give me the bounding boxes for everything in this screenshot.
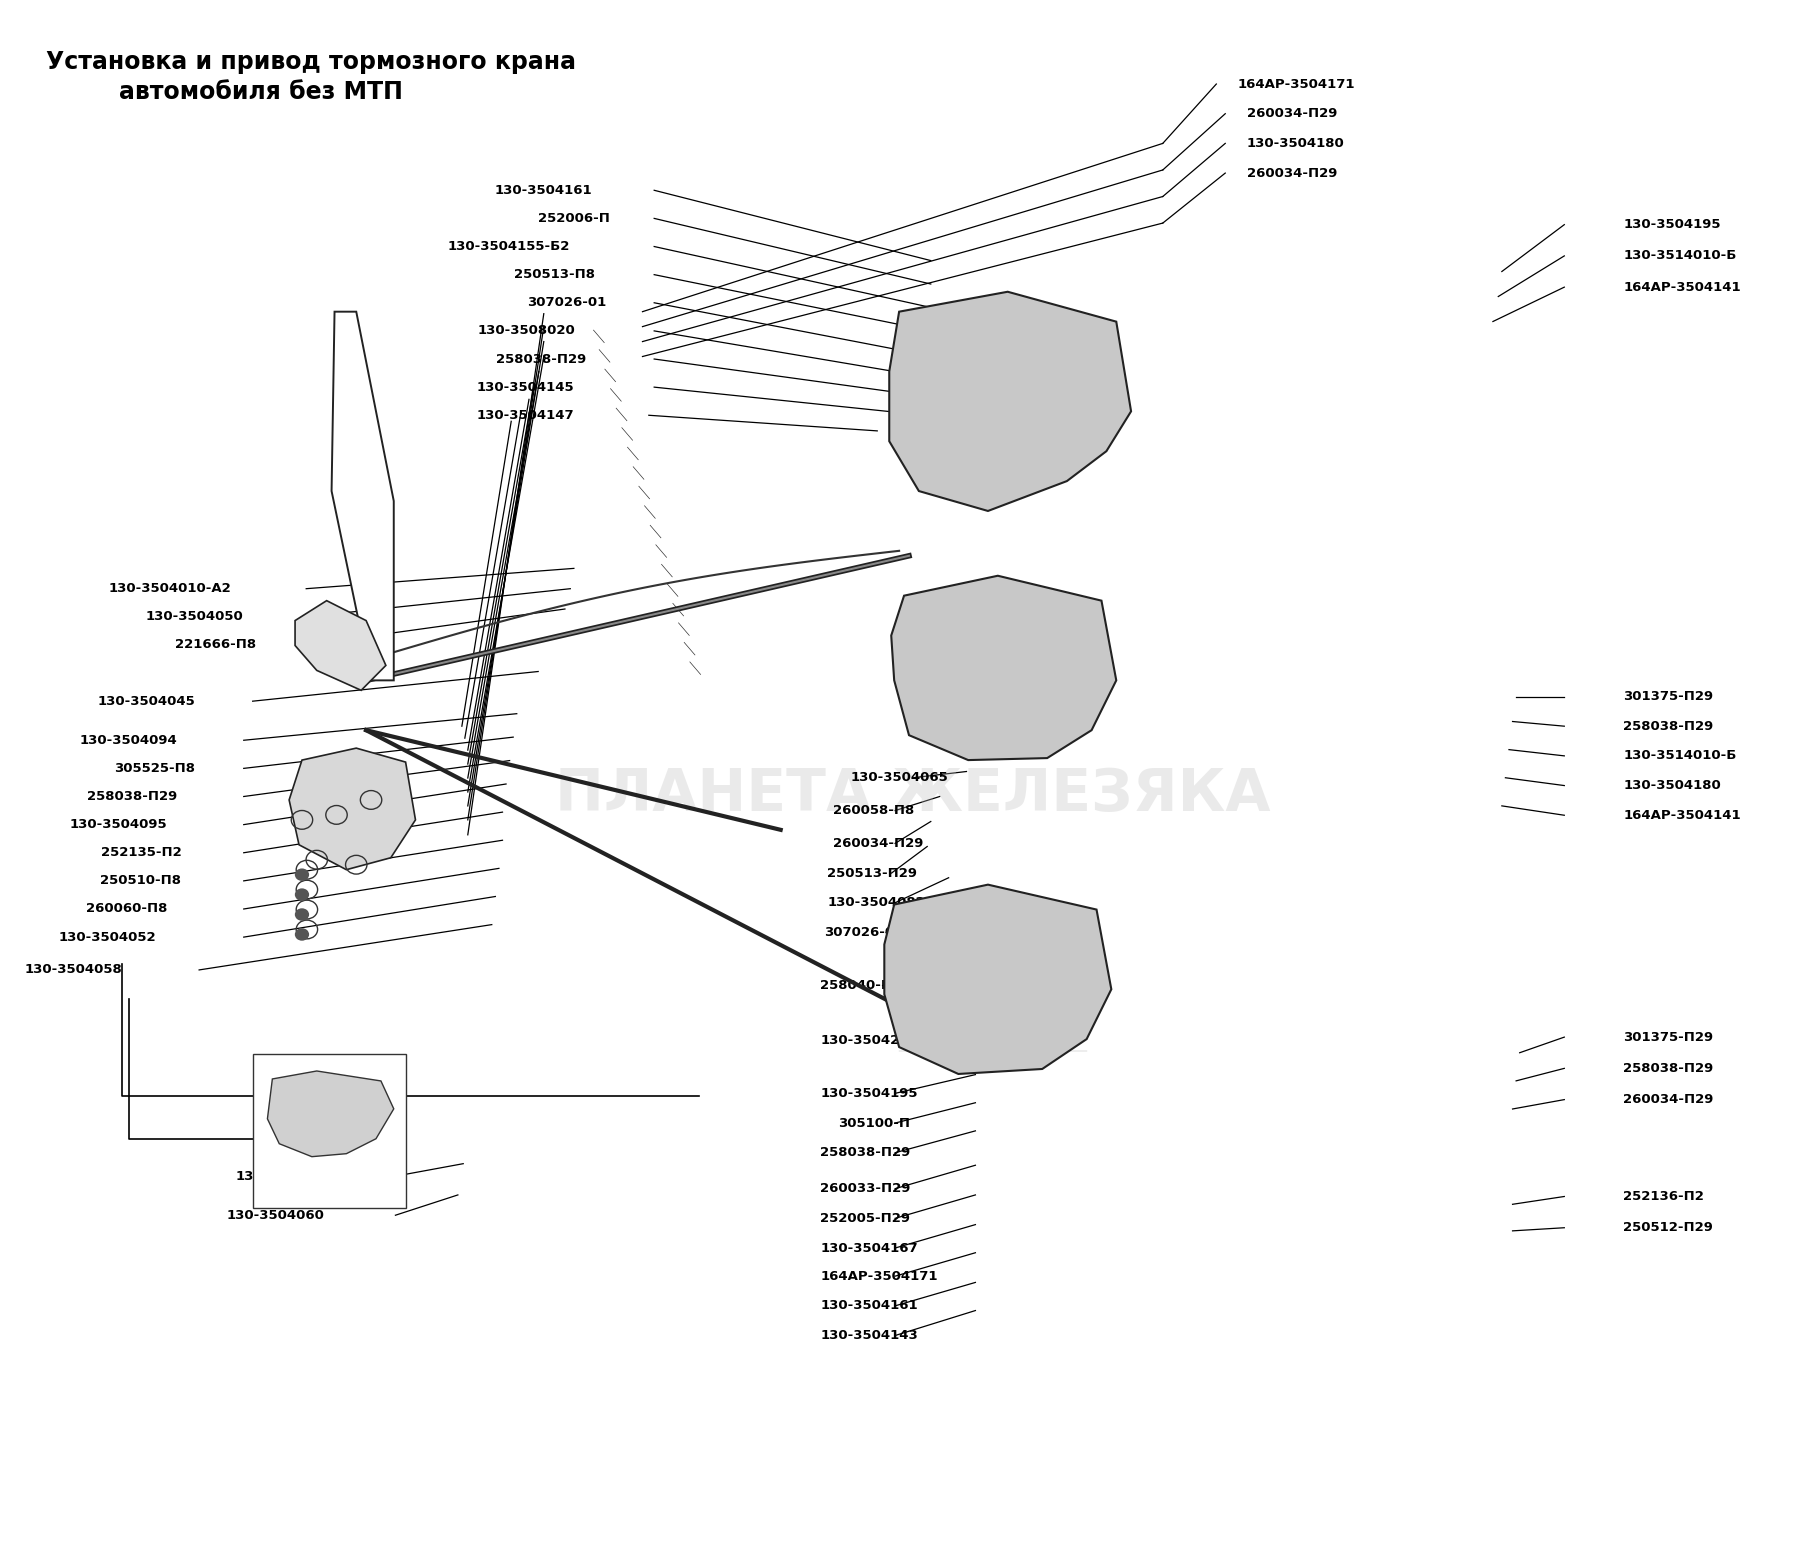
Text: 130-3504010-А2: 130-3504010-А2 bbox=[108, 582, 231, 596]
Text: 252135-П2: 252135-П2 bbox=[101, 847, 181, 859]
Text: 258040-П29: 258040-П29 bbox=[820, 978, 911, 993]
Text: 305525-П8: 305525-П8 bbox=[114, 762, 195, 775]
Text: 130-3504082-А: 130-3504082-А bbox=[828, 897, 940, 909]
Text: 164АР-3504171: 164АР-3504171 bbox=[820, 1270, 938, 1283]
Text: 252005-П29: 252005-П29 bbox=[820, 1212, 909, 1225]
Text: 130-3508020: 130-3508020 bbox=[477, 325, 575, 337]
Polygon shape bbox=[289, 748, 416, 870]
Polygon shape bbox=[891, 575, 1115, 760]
Text: 130-3504060: 130-3504060 bbox=[226, 1209, 323, 1221]
Text: 258038-П29: 258038-П29 bbox=[1623, 1062, 1713, 1076]
Text: 130-3504095: 130-3504095 bbox=[69, 818, 166, 831]
Text: 258038-П29: 258038-П29 bbox=[495, 353, 585, 365]
Circle shape bbox=[295, 928, 309, 941]
Text: 130-3504058: 130-3504058 bbox=[25, 963, 123, 977]
Text: 130-3504167: 130-3504167 bbox=[820, 1242, 918, 1254]
Text: 164АР-3504141: 164АР-3504141 bbox=[1623, 281, 1740, 293]
Text: 130-3504143: 130-3504143 bbox=[820, 1330, 918, 1342]
Text: 130-3504065: 130-3504065 bbox=[849, 771, 947, 784]
Text: 258038-П29: 258038-П29 bbox=[87, 790, 177, 803]
Text: 260034-П29: 260034-П29 bbox=[1623, 1093, 1713, 1105]
Text: 250510-П8: 250510-П8 bbox=[99, 875, 181, 887]
Polygon shape bbox=[884, 884, 1111, 1074]
Text: 130-3504050: 130-3504050 bbox=[146, 610, 244, 624]
Text: 130-3504155-Б2: 130-3504155-Б2 bbox=[448, 240, 569, 252]
Text: 130-3504206: 130-3504206 bbox=[820, 1033, 918, 1047]
Text: 260034-П29: 260034-П29 bbox=[1247, 166, 1337, 180]
Text: 307026-01: 307026-01 bbox=[824, 927, 902, 939]
Bar bbox=[253, 1054, 405, 1209]
Text: 130-3504027: 130-3504027 bbox=[235, 1170, 332, 1182]
Text: ПЛАНЕТА ЖЕЛЕЗЯКА: ПЛАНЕТА ЖЕЛЕЗЯКА bbox=[555, 767, 1270, 823]
Text: 252006-П: 252006-П bbox=[537, 212, 609, 224]
Text: 252136-П2: 252136-П2 bbox=[1623, 1190, 1704, 1203]
Text: 260058-П8: 260058-П8 bbox=[833, 804, 913, 817]
Text: 260034-П29: 260034-П29 bbox=[1247, 107, 1337, 121]
Text: 130-3514010-Б: 130-3514010-Б bbox=[1623, 750, 1735, 762]
Text: 130-3504195: 130-3504195 bbox=[1623, 218, 1720, 230]
Polygon shape bbox=[267, 1071, 394, 1157]
Text: 130-3504161: 130-3504161 bbox=[493, 183, 591, 196]
Text: 221666-П8: 221666-П8 bbox=[175, 638, 257, 651]
Text: 305100-П: 305100-П bbox=[837, 1116, 909, 1129]
Text: 258038-П29: 258038-П29 bbox=[1623, 720, 1713, 732]
Circle shape bbox=[295, 869, 309, 881]
Text: 130-3504180: 130-3504180 bbox=[1623, 779, 1720, 792]
Polygon shape bbox=[331, 312, 394, 681]
Text: 301375-П29: 301375-П29 bbox=[1623, 690, 1713, 702]
Text: 250513-П29: 250513-П29 bbox=[828, 867, 916, 880]
Text: 164АР-3504141: 164АР-3504141 bbox=[1623, 809, 1740, 822]
Text: 260060-П8: 260060-П8 bbox=[85, 903, 166, 916]
Text: 258038-П29: 258038-П29 bbox=[820, 1146, 911, 1159]
Text: 260033-П29: 260033-П29 bbox=[820, 1182, 911, 1195]
Text: 307026-01: 307026-01 bbox=[526, 296, 605, 309]
Text: 130-3504045: 130-3504045 bbox=[98, 695, 195, 707]
Polygon shape bbox=[295, 601, 385, 690]
Text: Установка и привод тормозного крана: Установка и привод тормозного крана bbox=[45, 50, 575, 74]
Text: 130-3504180: 130-3504180 bbox=[1247, 136, 1344, 151]
Text: 250512-П29: 250512-П29 bbox=[1623, 1221, 1711, 1234]
Circle shape bbox=[295, 908, 309, 920]
Text: 130-3514010-Б: 130-3514010-Б bbox=[1623, 249, 1735, 262]
Text: 130-3504052: 130-3504052 bbox=[58, 931, 155, 944]
Text: 130-3504161: 130-3504161 bbox=[820, 1300, 918, 1312]
Text: автомобиля без МТП: автомобиля без МТП bbox=[119, 80, 403, 103]
Text: 130-3504145: 130-3504145 bbox=[475, 381, 573, 394]
Text: 164АР-3504171: 164АР-3504171 bbox=[1238, 77, 1355, 91]
Text: 250513-П8: 250513-П8 bbox=[513, 268, 595, 281]
Text: 130-3504094: 130-3504094 bbox=[80, 734, 177, 746]
Polygon shape bbox=[889, 292, 1131, 511]
Text: 130-3504195: 130-3504195 bbox=[820, 1087, 918, 1099]
Text: 130-3504147: 130-3504147 bbox=[475, 409, 573, 422]
Circle shape bbox=[295, 889, 309, 902]
Text: 301375-П29: 301375-П29 bbox=[1623, 1030, 1713, 1044]
Text: 260034-П29: 260034-П29 bbox=[833, 837, 923, 850]
